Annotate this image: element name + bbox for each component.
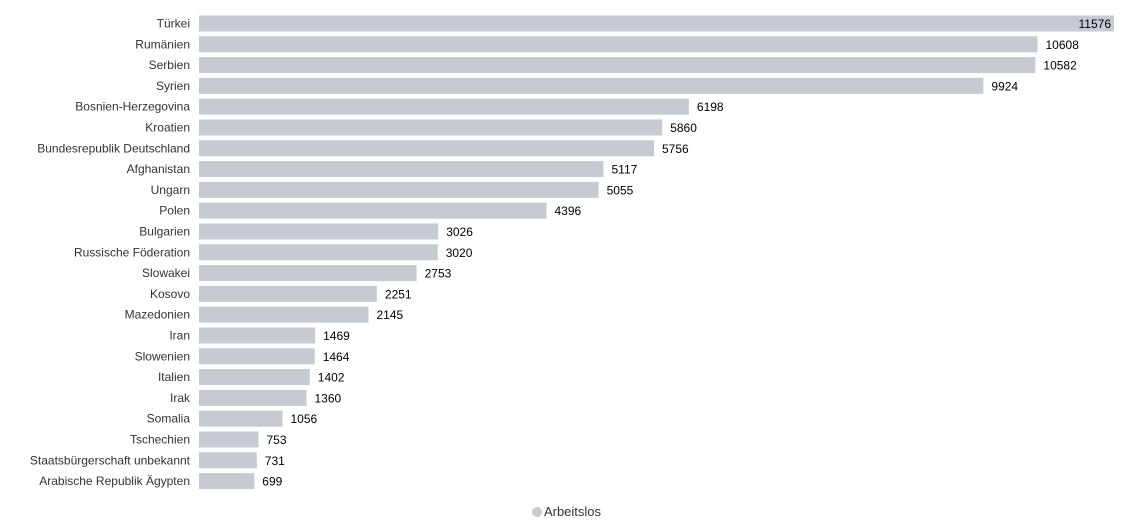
bar[interactable]	[199, 223, 439, 240]
bar[interactable]	[199, 348, 315, 365]
data-label: 4396	[555, 204, 582, 218]
category-label: Afghanistan	[127, 162, 190, 176]
bar[interactable]	[199, 140, 654, 157]
bar[interactable]	[199, 285, 377, 302]
bar[interactable]	[199, 244, 438, 261]
data-label: 10582	[1043, 59, 1077, 73]
bar[interactable]	[199, 15, 1114, 32]
bar[interactable]	[199, 161, 604, 178]
data-label: 5117	[612, 163, 638, 177]
data-label: 1469	[323, 329, 350, 343]
category-label: Tschechien	[130, 433, 190, 447]
legend-swatch	[531, 507, 542, 517]
legend-label: Arbeitslos	[543, 504, 602, 519]
bar[interactable]	[199, 389, 307, 406]
bar[interactable]	[199, 119, 663, 136]
data-label: 11576	[1079, 17, 1112, 31]
data-label: 2251	[385, 287, 412, 301]
data-label: 3020	[446, 246, 473, 260]
bar[interactable]	[199, 306, 369, 323]
category-label: Bundesrepublik Deutschland	[37, 141, 190, 155]
data-label: 753	[267, 433, 287, 447]
data-label: 3026	[446, 225, 473, 239]
category-label: Rumänien	[135, 37, 190, 51]
data-label: 9924	[991, 79, 1018, 93]
category-label: Serbien	[149, 58, 190, 72]
category-label: Iran	[169, 329, 190, 343]
category-label: Kroatien	[145, 121, 190, 135]
bar[interactable]	[199, 57, 1036, 74]
data-label: 2753	[425, 267, 452, 281]
category-label: Italien	[158, 370, 190, 384]
bar[interactable]	[199, 77, 984, 94]
bar[interactable]	[199, 202, 547, 219]
category-label: Syrien	[156, 79, 190, 93]
data-label: 699	[262, 475, 282, 489]
data-label: 1360	[315, 391, 342, 405]
category-label: Staatsbürgerschaft unbekannt	[30, 453, 191, 467]
data-label: 6198	[697, 100, 724, 114]
data-label: 1464	[323, 350, 350, 364]
category-label: Kosovo	[150, 287, 190, 301]
bar[interactable]	[199, 327, 316, 344]
data-label: 10608	[1046, 38, 1080, 52]
category-label: Mazedonien	[125, 308, 190, 322]
data-label: 2145	[377, 308, 404, 322]
category-label: Somalia	[147, 412, 191, 426]
bar[interactable]	[199, 410, 283, 427]
bar[interactable]	[199, 36, 1038, 53]
bar-chart: Türkei 11576 Rumänien 10608 Serbien 10582 Syri…	[30, 15, 1114, 490]
legend[interactable]: Arbeitslos	[0, 504, 1133, 519]
bar[interactable]	[199, 98, 689, 115]
category-label: Russische Föderation	[74, 245, 190, 259]
category-label: Polen	[159, 204, 190, 218]
data-label: 5055	[607, 183, 634, 197]
bar[interactable]	[199, 431, 259, 448]
bar[interactable]	[199, 265, 417, 282]
category-label: Türkei	[157, 17, 190, 31]
data-label: 5756	[662, 142, 689, 156]
category-label: Bulgarien	[139, 225, 190, 239]
bar[interactable]	[199, 181, 599, 198]
data-label: 1056	[291, 412, 318, 426]
data-label: 5860	[670, 121, 697, 135]
category-label: Ungarn	[151, 183, 190, 197]
bar[interactable]	[199, 473, 255, 490]
category-label: Slowenien	[135, 349, 190, 363]
category-label: Bosnien-Herzegovina	[75, 100, 190, 114]
category-label: Irak	[170, 391, 191, 405]
category-label: Arabische Republik Ägypten	[39, 474, 190, 488]
category-label: Slowakei	[142, 266, 190, 280]
bar[interactable]	[199, 452, 257, 469]
data-label: 731	[265, 454, 285, 468]
data-label: 1402	[318, 371, 345, 385]
bar[interactable]	[199, 369, 310, 386]
